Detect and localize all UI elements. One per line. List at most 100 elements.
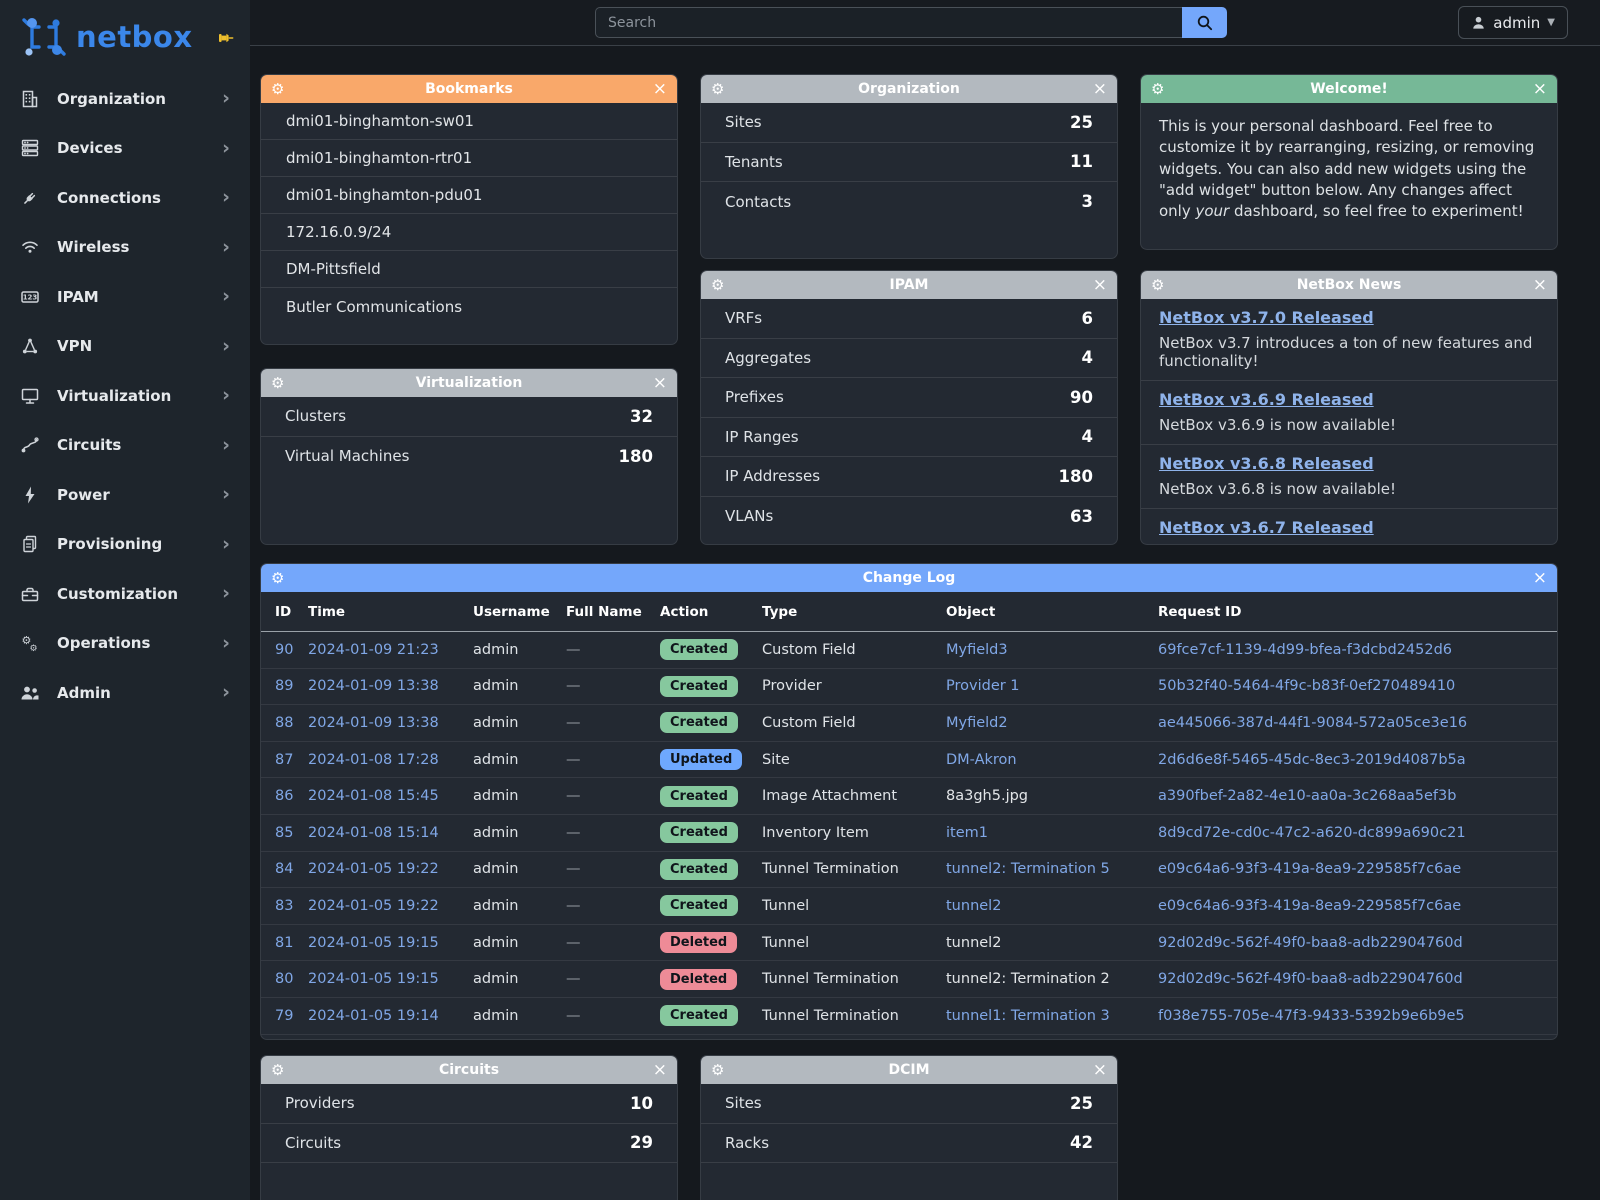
widget-config-icon[interactable]: ⚙ [271, 1060, 285, 1079]
stat-value[interactable]: 25 [1070, 1093, 1093, 1113]
news-headline-link[interactable]: NetBox v3.6.8 Released [1159, 454, 1374, 473]
request-id-link[interactable]: 2d6d6e8f-5465-45dc-8ec3-2019d4087b5a [1158, 751, 1466, 768]
news-headline-link[interactable]: NetBox v3.6.7 Released [1159, 518, 1374, 537]
change-object-link[interactable]: 8a3gh5.jpg [946, 788, 1029, 805]
stat-value[interactable]: 42 [1070, 1133, 1093, 1153]
change-time-link[interactable]: 2024-01-09 13:38 [308, 714, 439, 731]
request-id-link[interactable]: 50b32f40-5464-4f9c-b83f-0ef270489410 [1158, 678, 1456, 695]
stat-value[interactable]: 63 [1070, 506, 1093, 526]
stat-value[interactable]: 6 [1081, 308, 1093, 328]
widget-config-icon[interactable]: ⚙ [271, 79, 285, 98]
change-time-link[interactable]: 2024-01-09 13:38 [308, 678, 439, 695]
change-id-link[interactable]: 88 [275, 714, 294, 731]
widget-close-icon[interactable]: × [1092, 274, 1107, 295]
widget-config-icon[interactable]: ⚙ [711, 79, 725, 98]
sidebar-item-wireless[interactable]: Wireless › [0, 223, 250, 273]
widget-config-icon[interactable]: ⚙ [271, 373, 285, 392]
change-id-link[interactable]: 84 [275, 861, 294, 878]
change-object-link[interactable]: tunnel1: Termination 3 [946, 1007, 1110, 1024]
change-id-link[interactable]: 85 [275, 824, 294, 841]
stat-value[interactable]: 90 [1070, 387, 1093, 407]
sidebar-item-provisioning[interactable]: Provisioning › [0, 520, 250, 570]
sidebar-pin-icon[interactable] [216, 28, 236, 48]
stat-value[interactable]: 4 [1081, 427, 1093, 447]
bookmark-item[interactable]: 172.16.0.9/24 [261, 214, 677, 251]
sidebar-item-power[interactable]: Power › [0, 470, 250, 520]
stat-value[interactable]: 4 [1081, 348, 1093, 368]
change-object-link[interactable]: DM-Akron [946, 751, 1017, 768]
request-id-link[interactable]: 69fce7cf-1139-4d99-bfea-f3dcbd2452d6 [1158, 641, 1453, 658]
change-time-link[interactable]: 2024-01-05 19:22 [308, 861, 439, 878]
widget-close-icon[interactable]: × [652, 372, 667, 393]
sidebar-item-connections[interactable]: Connections › [0, 173, 250, 223]
change-id-link[interactable]: 83 [275, 897, 294, 914]
stat-value[interactable]: 11 [1070, 152, 1093, 172]
sidebar-item-virtualization[interactable]: Virtualization › [0, 371, 250, 421]
change-id-link[interactable]: 87 [275, 751, 294, 768]
sidebar-item-vpn[interactable]: VPN › [0, 322, 250, 372]
user-menu-button[interactable]: admin ▼ [1458, 6, 1568, 39]
stat-value[interactable]: 29 [630, 1133, 653, 1153]
brand[interactable]: netbox [0, 0, 250, 74]
widget-config-icon[interactable]: ⚙ [711, 1060, 725, 1079]
sidebar-item-devices[interactable]: Devices › [0, 124, 250, 174]
search-button[interactable] [1182, 7, 1227, 38]
bookmark-item[interactable]: dmi01-binghamton-sw01 [261, 103, 677, 140]
stat-value[interactable]: 25 [1070, 112, 1093, 132]
bookmark-item[interactable]: Butler Communications [286, 297, 463, 316]
change-time-link[interactable]: 2024-01-05 19:22 [308, 897, 439, 914]
widget-close-icon[interactable]: × [1092, 78, 1107, 99]
widget-close-icon[interactable]: × [1532, 274, 1547, 295]
change-time-link[interactable]: 2024-01-08 17:28 [308, 751, 439, 768]
stat-value[interactable]: 180 [618, 446, 653, 466]
change-time-link[interactable]: 2024-01-05 19:15 [308, 934, 439, 951]
change-id-link[interactable]: 79 [275, 1007, 294, 1024]
widget-close-icon[interactable]: × [1092, 1059, 1107, 1080]
change-time-link[interactable]: 2024-01-08 15:14 [308, 824, 439, 841]
request-id-link[interactable]: ae445066-387d-44f1-9084-572a05ce3e16 [1158, 714, 1468, 731]
bookmark-item[interactable]: DM-Pittsfield [261, 251, 677, 288]
request-id-link[interactable]: 92d02d9c-562f-49f0-baa8-adb22904760d [1158, 934, 1463, 951]
request-id-link[interactable]: e09c64a6-93f3-419a-8ea9-229585f7c6ae [1158, 897, 1462, 914]
request-id-link[interactable]: f038e755-705e-47f3-9433-5392b9e6b9e5 [1158, 1007, 1465, 1024]
sidebar-item-customization[interactable]: Customization › [0, 569, 250, 619]
change-time-link[interactable]: 2024-01-05 19:15 [308, 971, 439, 988]
change-object-link[interactable]: tunnel2 [946, 934, 1002, 951]
news-headline-link[interactable]: NetBox v3.7.0 Released [1159, 308, 1374, 327]
request-id-link[interactable]: a390fbef-2a82-4e10-aa0a-3c268aa5ef3b [1158, 788, 1457, 805]
stat-value[interactable]: 180 [1058, 466, 1093, 486]
widget-config-icon[interactable]: ⚙ [1151, 79, 1165, 98]
change-object-link[interactable]: Myfield2 [946, 714, 1008, 731]
widget-close-icon[interactable]: × [1532, 567, 1547, 588]
change-object-link[interactable]: item1 [946, 824, 988, 841]
sidebar-item-organization[interactable]: Organization › [0, 74, 250, 124]
request-id-link[interactable]: e09c64a6-93f3-419a-8ea9-229585f7c6ae [1158, 861, 1462, 878]
change-id-link[interactable]: 81 [275, 934, 294, 951]
bookmark-item[interactable]: dmi01-binghamton-pdu01 [261, 177, 677, 214]
sidebar-item-ipam[interactable]: 123 IPAM › [0, 272, 250, 322]
change-id-link[interactable]: 89 [275, 678, 294, 695]
sidebar-item-admin[interactable]: Admin › [0, 668, 250, 718]
change-id-link[interactable]: 80 [275, 971, 294, 988]
stat-value[interactable]: 10 [630, 1093, 653, 1113]
change-object-link[interactable]: tunnel2 [946, 897, 1002, 914]
stat-value[interactable]: 32 [630, 406, 653, 426]
widget-close-icon[interactable]: × [652, 1059, 667, 1080]
stat-value[interactable]: 3 [1081, 192, 1093, 212]
change-time-link[interactable]: 2024-01-09 21:23 [308, 641, 439, 658]
change-id-link[interactable]: 86 [275, 788, 294, 805]
news-headline-link[interactable]: NetBox v3.6.9 Released [1159, 390, 1374, 409]
widget-config-icon[interactable]: ⚙ [711, 275, 725, 294]
sidebar-item-circuits[interactable]: Circuits › [0, 421, 250, 471]
request-id-link[interactable]: 92d02d9c-562f-49f0-baa8-adb22904760d [1158, 971, 1463, 988]
search-input[interactable] [595, 7, 1182, 38]
change-object-link[interactable]: tunnel2: Termination 5 [946, 861, 1110, 878]
change-time-link[interactable]: 2024-01-05 19:14 [308, 1007, 439, 1024]
widget-config-icon[interactable]: ⚙ [1151, 275, 1165, 294]
change-object-link[interactable]: tunnel2: Termination 2 [946, 971, 1110, 988]
change-id-link[interactable]: 90 [275, 641, 294, 658]
widget-config-icon[interactable]: ⚙ [271, 568, 285, 587]
change-object-link[interactable]: Myfield3 [946, 641, 1008, 658]
change-time-link[interactable]: 2024-01-08 15:45 [308, 788, 439, 805]
widget-close-icon[interactable]: × [652, 78, 667, 99]
